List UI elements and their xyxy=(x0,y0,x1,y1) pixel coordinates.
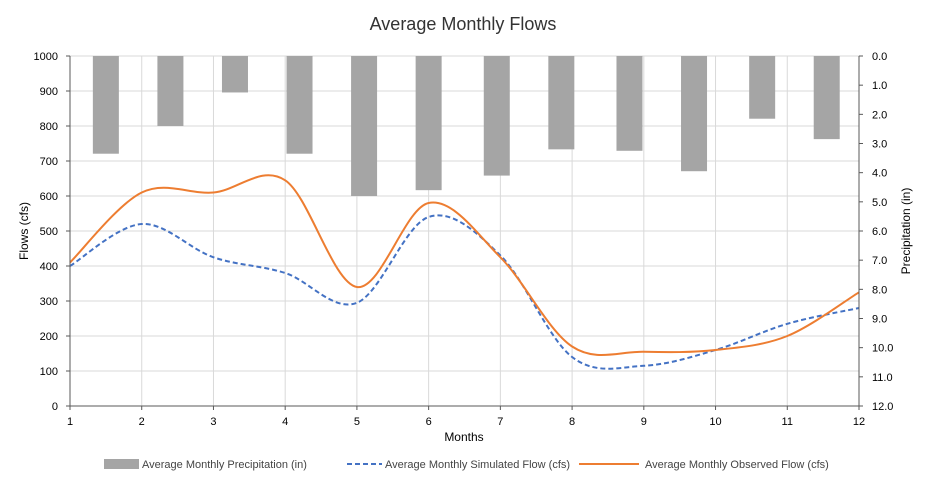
legend-label: Average Monthly Simulated Flow (cfs) xyxy=(385,459,570,471)
precipitation-bar xyxy=(681,56,708,172)
gridlines xyxy=(69,55,860,407)
y2-tick-label: 2.0 xyxy=(872,109,887,121)
y2-tick-label: 3.0 xyxy=(872,139,887,151)
x-tick-label: 9 xyxy=(641,416,647,428)
x-tick-label: 6 xyxy=(426,416,432,428)
y2-tick-label: 0.0 xyxy=(872,51,887,63)
y-tick-label: 300 xyxy=(40,296,58,308)
legend-label: Average Monthly Precipitation (in) xyxy=(142,459,307,471)
precipitation-bar xyxy=(749,56,776,119)
y-tick-label: 700 xyxy=(40,156,58,168)
x-tick-label: 12 xyxy=(853,416,865,428)
precipitation-bar xyxy=(92,56,119,154)
y2-tick-label: 9.0 xyxy=(872,314,887,326)
x-tick-label: 5 xyxy=(354,416,360,428)
precipitation-bar xyxy=(221,56,248,93)
y-tick-label: 600 xyxy=(40,191,58,203)
precipitation-bar xyxy=(286,56,313,154)
simulated-flow-line xyxy=(69,214,860,370)
y2-tick-label: 12.0 xyxy=(872,401,893,413)
observed-flow-line xyxy=(69,174,860,357)
x-tick-label: 4 xyxy=(282,416,288,428)
precipitation-bar xyxy=(351,56,378,196)
x-tick-label: 1 xyxy=(67,416,73,428)
y-tick-label: 200 xyxy=(40,331,58,343)
precipitation-bars xyxy=(92,56,840,196)
y2-tick-label: 10.0 xyxy=(872,343,893,355)
precipitation-bar xyxy=(415,56,442,191)
y2-tick-label: 11.0 xyxy=(872,372,893,384)
precipitation-bar xyxy=(616,56,643,151)
x-tick-label: 11 xyxy=(782,416,793,428)
y2-tick-label: 8.0 xyxy=(872,284,887,296)
x-tick-label: 10 xyxy=(709,416,721,428)
legend-label: Average Monthly Observed Flow (cfs) xyxy=(645,459,829,471)
y2-axis-title: Precipitation (in) xyxy=(899,188,913,275)
y-tick-label: 1000 xyxy=(34,51,58,63)
y-tick-label: 900 xyxy=(40,86,58,98)
precipitation-bar xyxy=(483,56,510,176)
y-tick-label: 500 xyxy=(40,226,58,238)
x-tick-label: 8 xyxy=(569,416,575,428)
y2-tick-label: 6.0 xyxy=(872,226,887,238)
legend-bar-swatch xyxy=(104,459,139,469)
y2-tick-label: 1.0 xyxy=(872,80,887,92)
precipitation-bar xyxy=(157,56,184,126)
y-tick-label: 0 xyxy=(52,401,58,413)
x-axis-title: Months xyxy=(444,430,483,444)
y-tick-label: 100 xyxy=(40,366,58,378)
precipitation-bar xyxy=(813,56,840,140)
y2-tick-label: 4.0 xyxy=(872,168,887,180)
y-tick-label: 400 xyxy=(40,261,58,273)
legend: Average Monthly Precipitation (in) Averag… xyxy=(104,459,829,471)
chart-title: Average Monthly Flows xyxy=(370,14,557,34)
x-tick-label: 2 xyxy=(139,416,145,428)
x-tick-label: 7 xyxy=(497,416,503,428)
y2-tick-label: 7.0 xyxy=(872,255,887,267)
x-tick-label: 3 xyxy=(210,416,216,428)
y-tick-label: 800 xyxy=(40,121,58,133)
flow-lines xyxy=(69,174,860,370)
precipitation-bar xyxy=(548,56,575,150)
y-axis-title: Flows (cfs) xyxy=(17,202,31,260)
y2-tick-label: 5.0 xyxy=(872,197,887,209)
